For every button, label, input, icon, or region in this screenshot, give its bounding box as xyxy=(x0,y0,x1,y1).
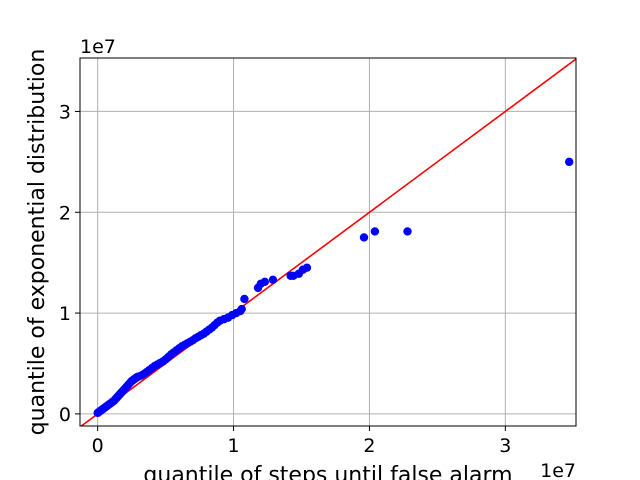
y-axis-label: quantile of exponential distribution xyxy=(25,49,50,436)
x-tick-label: 0 xyxy=(92,435,104,457)
plot-area-frame xyxy=(79,57,577,427)
axis-ticks: 0 1 2 3 0 1 2 3 xyxy=(59,101,511,457)
x-tick-label: 1 xyxy=(228,435,240,457)
y-tick-label: 2 xyxy=(59,202,71,224)
data-points xyxy=(93,157,574,418)
data-point xyxy=(359,233,369,242)
x-tick-label: 2 xyxy=(363,435,375,457)
data-point xyxy=(240,294,249,304)
y-tick-label: 1 xyxy=(59,303,71,325)
y-tick-label: 3 xyxy=(59,101,71,123)
data-point xyxy=(565,157,574,167)
data-point xyxy=(302,263,312,272)
data-point xyxy=(237,304,246,314)
data-point xyxy=(268,275,278,285)
reference-line xyxy=(80,58,576,426)
y-tick-label: 0 xyxy=(59,404,71,426)
data-point xyxy=(403,227,412,236)
reference-line-layer xyxy=(80,58,576,426)
x-axis-label: quantile of steps until false alarm xyxy=(143,463,512,480)
x-tick-label: 3 xyxy=(499,435,511,457)
x-axis-offset-label: 1e7 xyxy=(540,460,576,480)
y-axis-offset-label: 1e7 xyxy=(80,36,116,58)
data-point xyxy=(370,227,380,236)
data-point xyxy=(260,277,270,287)
grid-lines xyxy=(80,58,576,426)
